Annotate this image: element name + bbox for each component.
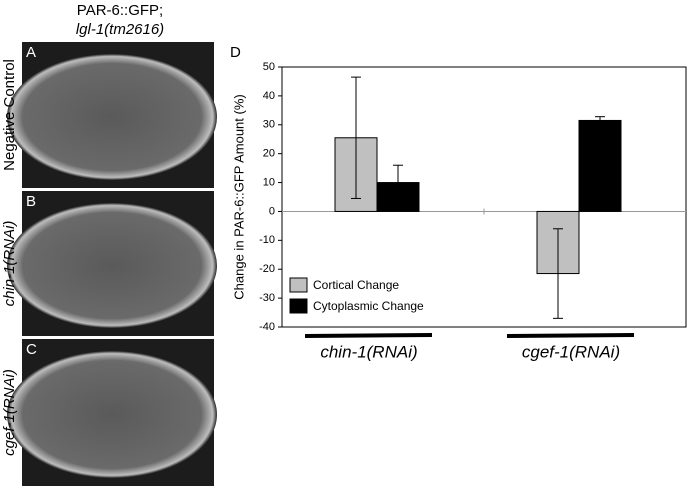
x-tick-label: cgef-1(RNAi) xyxy=(522,342,620,361)
embryo xyxy=(7,203,217,328)
figure-title: lgl-1(tm2616) xyxy=(76,21,164,38)
y-tick-label: 50 xyxy=(263,61,275,73)
panel-label: Negative Control xyxy=(1,59,18,171)
y-tick-label: 10 xyxy=(263,176,275,188)
legend-label: Cytoplasmic Change xyxy=(313,299,424,313)
panel-letter: C xyxy=(26,341,37,358)
y-tick-label: -20 xyxy=(259,263,275,275)
panel-letter: A xyxy=(26,44,36,61)
y-tick-label: -10 xyxy=(259,234,275,246)
x-tick-label: chin-1(RNAi) xyxy=(320,342,417,361)
panel-letter: B xyxy=(26,193,36,210)
category-underline xyxy=(304,333,433,338)
panel-label: cgef-1(RNAi) xyxy=(1,369,18,456)
y-tick-label: 40 xyxy=(263,90,275,102)
legend-label: Cortical Change xyxy=(313,278,399,292)
y-tick-label: -40 xyxy=(259,321,275,333)
panel-label: chin-1(RNAi) xyxy=(1,221,18,307)
y-tick-label: -30 xyxy=(259,292,275,304)
legend-swatch xyxy=(289,277,308,293)
legend-swatch xyxy=(289,298,308,314)
plot-frame xyxy=(281,66,687,328)
embryo xyxy=(7,54,217,180)
y-tick-label: 20 xyxy=(263,148,275,160)
category-underline xyxy=(506,333,635,338)
panel-letter: D xyxy=(230,44,241,61)
y-tick-label: 30 xyxy=(263,119,275,131)
y-axis-label: Change in PAR-6::GFP Amount (%) xyxy=(231,94,246,299)
bar xyxy=(578,119,622,212)
y-tick-label: 0 xyxy=(269,205,275,217)
figure-title: PAR-6::GFP; xyxy=(77,2,163,19)
embryo xyxy=(7,351,217,478)
